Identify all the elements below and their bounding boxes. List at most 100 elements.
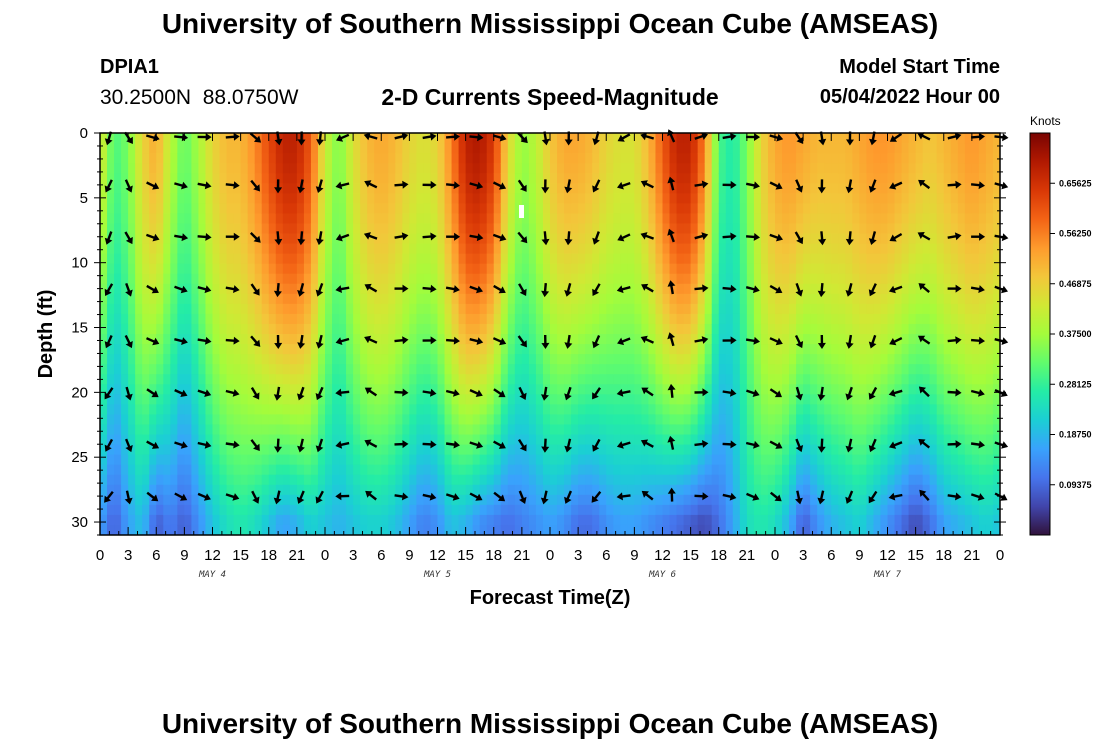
heatmap-cell xyxy=(128,384,136,395)
heatmap-cell xyxy=(578,243,586,255)
heatmap-cell xyxy=(690,213,699,225)
heatmap-cell xyxy=(824,514,832,526)
heatmap-cell xyxy=(564,454,572,466)
heatmap-cell xyxy=(704,133,713,144)
heatmap-cell xyxy=(409,273,418,285)
heatmap-cell xyxy=(697,183,706,194)
heatmap-cell xyxy=(810,243,818,255)
heatmap-cell xyxy=(374,163,382,174)
heatmap-cell xyxy=(718,414,727,426)
heatmap-cell xyxy=(437,183,446,194)
heatmap-cell xyxy=(662,153,671,164)
heatmap-cell xyxy=(817,163,825,174)
heatmap-cell xyxy=(135,414,143,426)
heatmap-cell xyxy=(444,454,453,466)
heatmap-cell xyxy=(444,344,453,355)
heatmap-cell xyxy=(275,213,284,225)
heatmap-cell xyxy=(880,394,889,405)
heatmap-cell xyxy=(782,464,790,476)
heatmap-cell xyxy=(873,133,882,144)
heatmap-cell xyxy=(219,293,228,305)
heatmap-cell xyxy=(535,203,544,214)
heatmap-cell xyxy=(725,223,734,235)
heatmap-cell xyxy=(817,213,825,225)
heatmap-cell xyxy=(226,183,235,194)
heatmap-cell xyxy=(753,334,762,345)
heatmap-cell xyxy=(353,514,361,526)
heatmap-cell xyxy=(317,153,326,164)
heatmap-cell xyxy=(662,404,671,415)
heatmap-cell xyxy=(557,504,565,516)
heatmap-cell xyxy=(634,464,643,476)
heatmap-cell xyxy=(817,253,825,265)
heatmap-cell xyxy=(599,263,607,275)
heatmap-cell xyxy=(732,504,741,516)
heatmap-cell xyxy=(760,484,769,496)
heatmap-cell xyxy=(191,203,200,214)
heatmap-cell xyxy=(725,384,734,395)
heatmap-cell xyxy=(943,354,952,365)
heatmap-cell xyxy=(704,313,713,325)
heatmap-cell xyxy=(128,494,136,506)
heatmap-cell xyxy=(542,374,551,385)
heatmap-cell xyxy=(177,163,185,174)
heatmap-cell xyxy=(964,354,973,365)
heatmap-cell xyxy=(789,153,797,164)
heatmap-cell xyxy=(437,163,446,174)
heatmap-cell xyxy=(360,163,368,174)
heatmap-cell xyxy=(528,394,537,405)
heatmap-cell xyxy=(859,474,868,486)
heatmap-cell xyxy=(732,494,741,506)
heatmap-cell xyxy=(606,273,614,285)
heatmap-cell xyxy=(289,494,298,506)
heatmap-cell xyxy=(936,193,945,204)
heatmap-cell xyxy=(810,163,818,174)
heatmap-cell xyxy=(423,253,432,265)
heatmap-cell xyxy=(430,143,439,154)
heatmap-cell xyxy=(219,524,228,535)
heatmap-cell xyxy=(859,313,868,325)
heatmap-cell xyxy=(409,394,418,405)
heatmap-cell xyxy=(486,253,495,265)
heatmap-cell xyxy=(177,143,185,154)
heatmap-cell xyxy=(810,283,818,295)
heatmap-cell xyxy=(789,173,797,184)
heatmap-cell xyxy=(739,153,748,164)
heatmap-cell xyxy=(971,193,980,204)
heatmap-cell xyxy=(887,203,896,214)
heatmap-cell xyxy=(852,243,860,255)
heatmap-cell xyxy=(444,273,453,285)
heatmap-cell xyxy=(866,384,875,395)
heatmap-cell xyxy=(317,293,326,305)
heatmap-cell xyxy=(746,414,755,426)
heatmap-cell xyxy=(831,364,839,375)
heatmap-cell xyxy=(381,384,389,395)
heatmap-cell xyxy=(500,364,509,375)
heatmap-cell xyxy=(339,354,347,365)
heatmap-cell xyxy=(613,524,621,535)
heatmap-cell xyxy=(571,223,579,235)
heatmap-cell xyxy=(198,223,207,235)
heatmap-cell xyxy=(107,454,115,466)
heatmap-cell xyxy=(409,203,418,214)
heatmap-cell xyxy=(163,173,171,184)
heatmap-cell xyxy=(760,143,769,154)
heatmap-cell xyxy=(528,213,537,225)
heatmap-cell xyxy=(296,344,305,355)
heatmap-cell xyxy=(275,524,284,535)
heatmap-cell xyxy=(430,444,439,456)
heatmap-cell xyxy=(803,283,811,295)
heatmap-cell xyxy=(676,404,685,415)
heatmap-cell xyxy=(620,303,628,315)
heatmap-cell xyxy=(697,293,706,305)
heatmap-cell xyxy=(550,213,558,225)
heatmap-cell xyxy=(310,454,319,466)
heatmap-cell xyxy=(163,344,171,355)
heatmap-cell xyxy=(908,454,917,466)
heatmap-cell xyxy=(507,334,516,345)
heatmap-cell xyxy=(648,173,657,184)
heatmap-cell xyxy=(170,434,178,446)
heatmap-cell xyxy=(275,464,284,476)
heatmap-cell xyxy=(571,414,579,426)
heatmap-cell xyxy=(718,233,727,245)
